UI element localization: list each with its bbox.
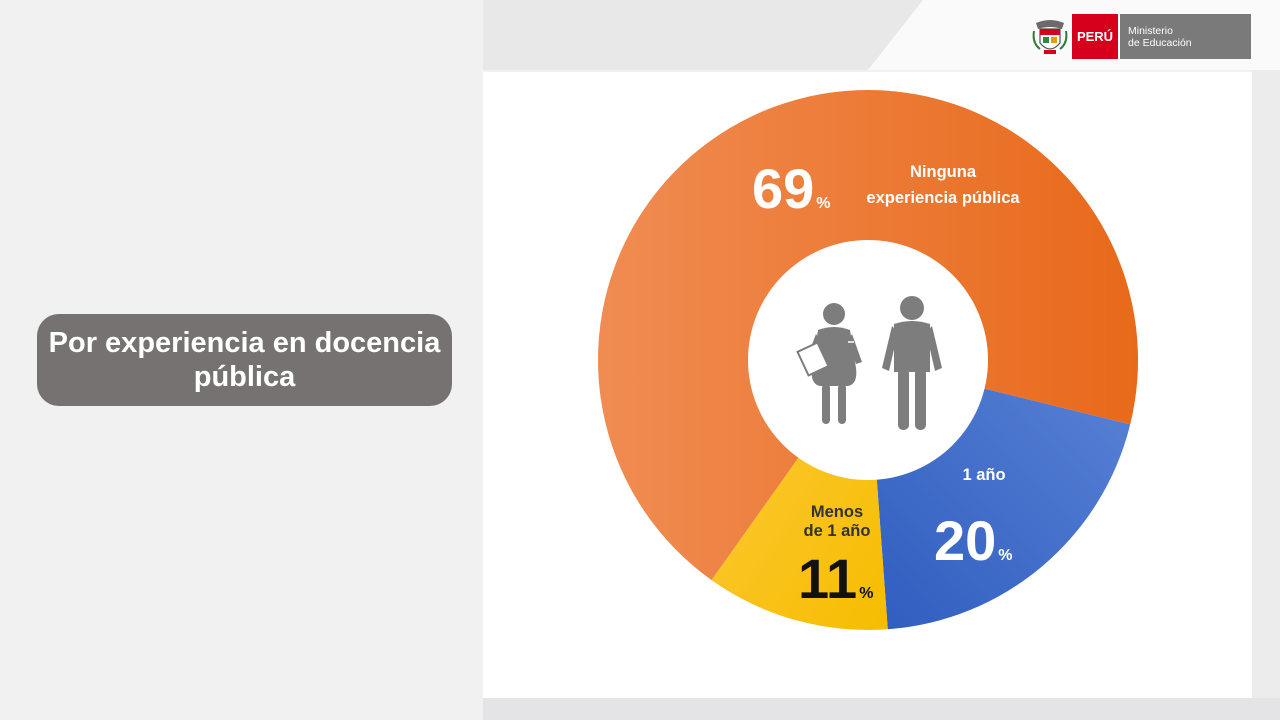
unit-69: % bbox=[816, 195, 830, 212]
peru-brand: PERÚ bbox=[1072, 14, 1118, 59]
ministry-line-2: de Educación bbox=[1128, 36, 1192, 49]
donut-hole bbox=[748, 240, 988, 480]
footer-bar bbox=[483, 698, 1280, 720]
section-title: Por experiencia en docencia pública bbox=[37, 314, 452, 406]
value-label-ninguna: 69% bbox=[752, 157, 831, 220]
minedu-logo: PERÚ Ministerio de Educación bbox=[1032, 14, 1251, 59]
slice-label-menos-2: de 1 año bbox=[804, 522, 871, 540]
value-11: 11 bbox=[798, 547, 857, 610]
slice-label-menos-1: Menos bbox=[811, 503, 863, 521]
teacher-figures-icon bbox=[796, 296, 942, 430]
slice-label-ninguna-2: experiencia pública bbox=[866, 189, 1020, 207]
value-label-menos: 11% bbox=[798, 547, 873, 610]
right-margin bbox=[1252, 70, 1280, 698]
unit-20: % bbox=[998, 547, 1012, 564]
slice-label-1-anio: 1 año bbox=[962, 466, 1005, 484]
unit-11: % bbox=[859, 585, 873, 602]
value-label-1-anio: 20% bbox=[934, 509, 1013, 572]
ministry-line-1: Ministerio bbox=[1128, 24, 1173, 37]
slice-label-ninguna-1: Ninguna bbox=[910, 163, 977, 181]
coat-of-arms-icon bbox=[1032, 19, 1068, 54]
ministry-brand: Ministerio de Educación bbox=[1118, 14, 1251, 59]
value-69: 69 bbox=[752, 157, 814, 220]
value-20: 20 bbox=[934, 509, 996, 572]
